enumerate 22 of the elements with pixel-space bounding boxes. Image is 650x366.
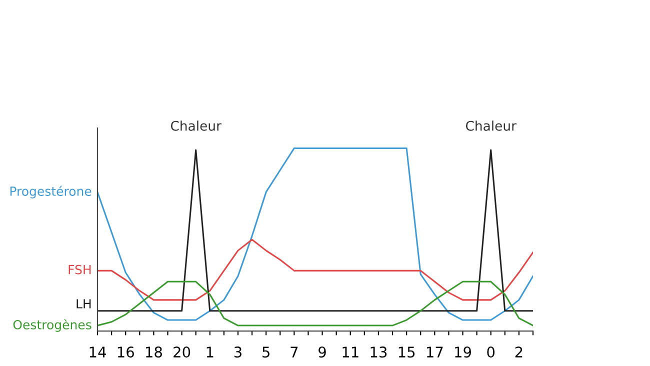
x-tick-label: 20	[174, 346, 190, 358]
x-tick-label: 1	[206, 346, 214, 358]
x-tick-label: 11	[342, 346, 358, 358]
x-tick-label: 18	[146, 346, 162, 358]
x-tick-label: 13	[370, 346, 387, 358]
series-label: FSH	[68, 264, 91, 274]
x-tick-label: 3	[234, 346, 242, 358]
series-label: Oestrogènes	[13, 319, 92, 332]
x-tick-label: 0	[487, 346, 495, 358]
series-label: Progestérone	[10, 186, 92, 198]
text: Chaleur	[170, 120, 222, 131]
x-tick-label: 7	[290, 346, 298, 358]
x-tick-label: 16	[118, 346, 134, 358]
x-tick-label: 5	[262, 346, 270, 358]
x-tick-label: 9	[318, 346, 326, 358]
series-label: LH	[76, 299, 91, 308]
x-tick-label: 14	[90, 346, 106, 358]
x-tick-label: 17	[426, 346, 443, 358]
text: Chaleur	[466, 120, 516, 131]
x-tick-label: 19	[455, 346, 472, 358]
x-tick-label: 2	[515, 346, 522, 358]
x-tick-label: 15	[398, 346, 415, 358]
